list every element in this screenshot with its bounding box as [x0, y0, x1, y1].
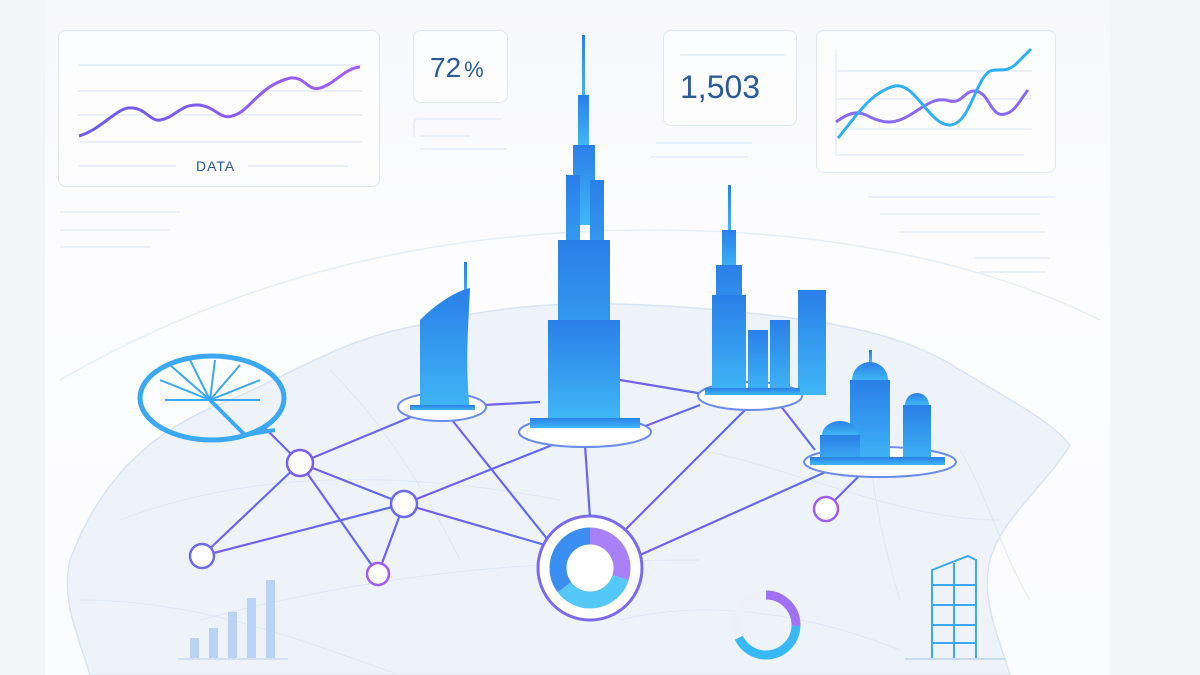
bar	[247, 598, 256, 658]
donut-segment-sky	[549, 527, 631, 609]
bar-chart	[178, 580, 288, 660]
office-tower-icon	[905, 554, 1005, 660]
palm-island-icon	[137, 353, 287, 443]
network-node	[365, 561, 391, 587]
network-node	[188, 542, 216, 570]
network-links	[201, 378, 861, 575]
network-node	[812, 495, 840, 523]
small-donut-sky	[731, 590, 801, 660]
main-donut-chart	[536, 514, 644, 622]
mosque-icon	[810, 350, 945, 465]
network-nodes	[188, 448, 840, 587]
small-donut-chart	[731, 590, 801, 660]
dual-line-series-purple	[835, 89, 1030, 124]
count-value: 1,503	[680, 69, 761, 105]
small-donut-purple	[731, 590, 801, 660]
placeholder-lines	[60, 54, 1055, 273]
bar	[266, 580, 275, 658]
map-landmass	[66, 303, 1071, 675]
percent-unit: %	[464, 57, 484, 82]
percent-number: 72	[430, 52, 462, 83]
downtown-towers-icon	[705, 185, 826, 395]
network-node	[285, 448, 315, 478]
line-chart-card	[58, 30, 380, 187]
line-chart-label: DATA	[196, 158, 236, 174]
bar	[209, 628, 218, 658]
bar	[190, 638, 199, 658]
dual-line-series-blue	[836, 47, 1033, 139]
network-node	[389, 489, 419, 519]
donut-segment-blue	[549, 527, 631, 609]
line-chart-series	[78, 65, 361, 138]
burj-khalifa-icon	[530, 35, 640, 428]
percent-value: 72%	[430, 52, 484, 84]
burj-al-arab-icon	[410, 262, 475, 410]
bar	[228, 612, 237, 658]
percent-card	[413, 30, 508, 103]
map-horizon-arc	[59, 229, 1101, 381]
count-card	[663, 30, 797, 126]
